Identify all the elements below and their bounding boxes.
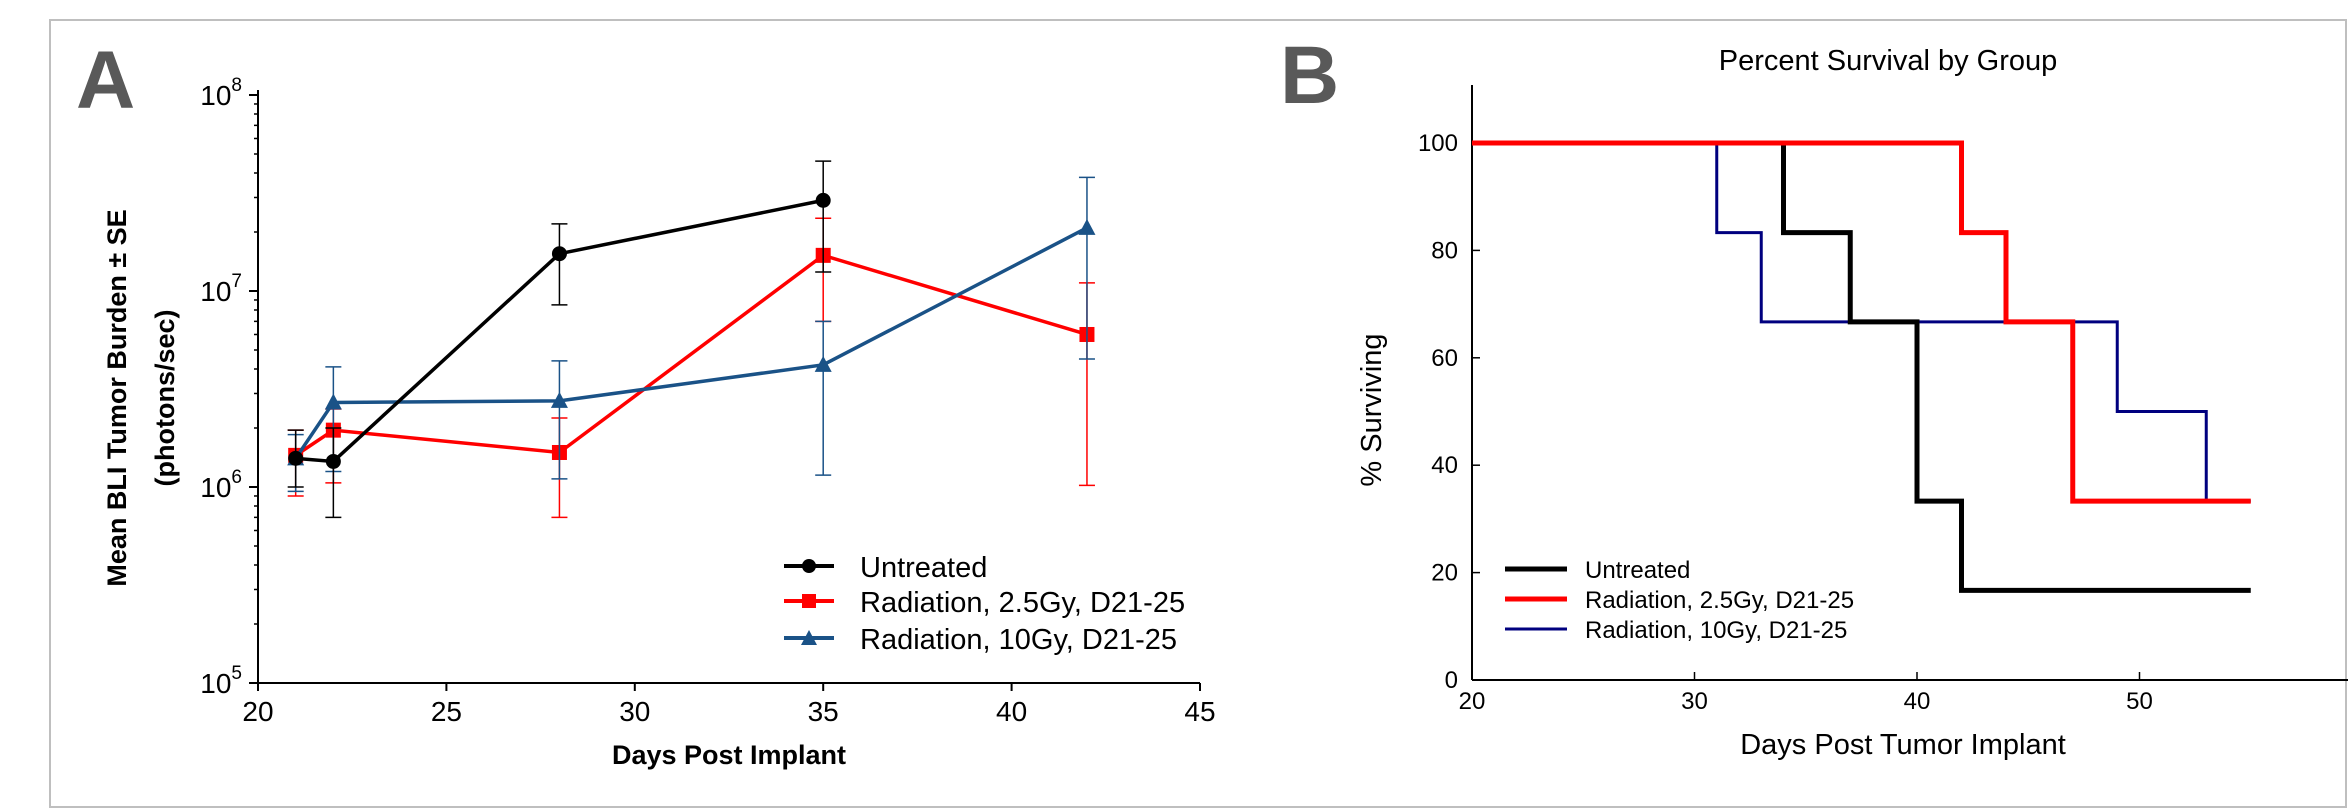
panel-a-x-axis-label: Days Post Implant — [612, 740, 846, 770]
y-tick-exponent: 5 — [231, 663, 242, 684]
panel-b-title: Percent Survival by Group — [1719, 45, 2057, 77]
panel-a-series — [287, 160, 1096, 519]
y-tick-label: 107 — [200, 271, 242, 307]
data-point — [550, 391, 568, 408]
panel-b-x-ticks: 2030405060 — [1459, 672, 2153, 715]
x-tick-label: 50 — [2126, 688, 2153, 715]
panel-b-series — [1472, 140, 2251, 593]
series-line — [295, 198, 824, 464]
panel-b-legend: Untreated Radiation, 2.5Gy, D21-25 Radia… — [1505, 557, 1854, 644]
x-tick-label: 30 — [1681, 688, 1708, 715]
y-tick-exponent: 7 — [231, 271, 242, 292]
legend-label: Radiation, 10Gy, D21-25 — [860, 624, 1177, 656]
series-radiation-2-5gy-d21-25 — [287, 217, 1095, 519]
y-tick-base: 10 — [200, 472, 231, 503]
y-tick-label: 100 — [1418, 130, 1458, 157]
figure-frame — [49, 19, 2347, 808]
legend-item-radiation-10gy: Radiation, 10Gy, D21-25 — [784, 624, 1177, 656]
panel-a-legend: Untreated Radiation, 2.5Gy, D21-25 Radia… — [784, 552, 1185, 656]
legend-item-radiation-2-5gy: Radiation, 2.5Gy, D21-25 — [1505, 587, 1854, 614]
y-tick-exponent: 8 — [231, 75, 242, 96]
x-tick-label: 40 — [1904, 688, 1931, 715]
y-tick-label: 108 — [200, 75, 242, 111]
panel-a-x-ticks: 20 25 30 35 40 45 — [242, 683, 1216, 727]
panel-a-label: A — [76, 35, 135, 126]
x-tick-label: 45 — [1184, 696, 1215, 727]
legend-marker-triangle — [801, 630, 817, 645]
series-line — [294, 226, 1088, 460]
x-tick-label: 30 — [619, 696, 650, 727]
legend-marker-square — [802, 594, 816, 608]
y-tick-label: 40 — [1431, 452, 1458, 479]
x-tick-label: 20 — [242, 696, 273, 727]
legend-item-radiation-2-5gy: Radiation, 2.5Gy, D21-25 — [784, 587, 1185, 619]
series-untreated — [287, 160, 832, 519]
legend-label: Untreated — [860, 552, 987, 584]
series-line — [294, 253, 1088, 457]
legend-label: Radiation, 2.5Gy, D21-25 — [860, 587, 1185, 619]
panel-a-plot-area — [257, 90, 1200, 684]
panel-b-x-axis-label: Days Post Tumor Implant — [1740, 729, 2066, 761]
x-tick-label: 40 — [996, 696, 1027, 727]
legend-label: Untreated — [1585, 557, 1690, 584]
x-tick-label: 25 — [431, 696, 462, 727]
y-tick-exponent: 6 — [231, 467, 242, 488]
panel-b-y-axis-label: % Surviving — [1356, 333, 1388, 486]
x-tick-label: 20 — [1459, 688, 1486, 715]
panel-a-y-axis-label-units: (photons/sec) — [150, 309, 180, 486]
panel-a-y-axis-label: Mean BLI Tumor Burden ± SE — [102, 209, 132, 586]
data-point — [324, 393, 342, 410]
data-point — [288, 450, 304, 466]
data-point — [325, 453, 341, 469]
legend-item-radiation-10gy: Radiation, 10Gy, D21-25 — [1505, 617, 1847, 644]
data-point — [814, 355, 832, 372]
legend-label: Radiation, 10Gy, D21-25 — [1585, 617, 1847, 644]
data-point — [1078, 218, 1096, 235]
survival-step-line-radiation-2-5gy-d21-25 — [1472, 140, 2251, 504]
panel-b-y-ticks: 0 20 40 60 80 100 — [1418, 130, 1480, 694]
y-tick-base: 10 — [200, 668, 231, 699]
legend-item-untreated: Untreated — [1505, 557, 1690, 584]
survival-step-line-radiation-10gy-d21-25 — [1472, 141, 2251, 503]
legend-item-untreated: Untreated — [784, 552, 987, 584]
y-tick-base: 10 — [200, 80, 231, 111]
panel-b-plot-area — [1471, 85, 2348, 681]
y-tick-label: 60 — [1431, 345, 1458, 372]
y-tick-base: 10 — [200, 276, 231, 307]
legend-label: Radiation, 2.5Gy, D21-25 — [1585, 587, 1854, 614]
panel-b: B Percent Survival by Group 20 30 40 50 60 0… — [1280, 30, 2348, 761]
x-tick-label: 35 — [808, 696, 839, 727]
y-tick-label: 20 — [1431, 560, 1458, 587]
panel-b-label: B — [1280, 30, 1339, 121]
survival-step-line-untreated — [1472, 140, 2251, 593]
y-tick-label: 0 — [1445, 667, 1458, 694]
y-tick-label: 106 — [200, 467, 242, 503]
legend-marker-circle — [802, 559, 816, 573]
y-tick-label: 80 — [1431, 237, 1458, 264]
y-tick-label: 105 — [200, 663, 242, 699]
data-point — [551, 246, 567, 262]
series-radiation-10gy-d21-25 — [287, 176, 1096, 493]
data-point — [815, 192, 831, 208]
